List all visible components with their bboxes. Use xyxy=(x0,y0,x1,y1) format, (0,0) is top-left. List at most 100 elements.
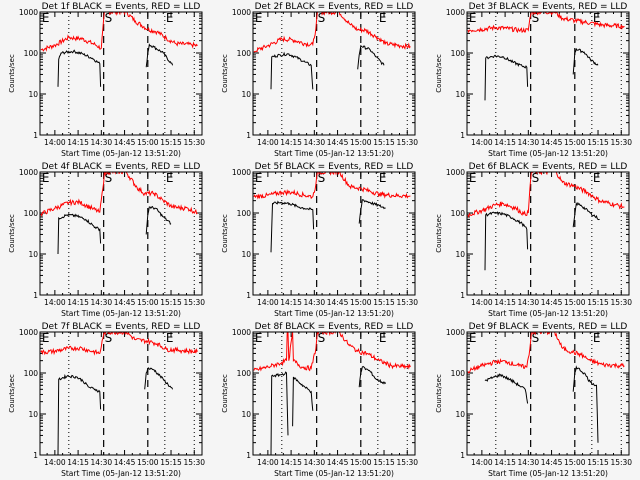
x-axis-label: Start Time (05-Jan-12 13:51:20) xyxy=(488,309,608,318)
x-tick-label: 15:15 xyxy=(160,138,182,147)
annotation-e: E xyxy=(42,171,50,185)
x-tick-label: 14:15 xyxy=(494,458,516,467)
x-tick-label: 15:30 xyxy=(610,298,632,307)
y-tick-label: 100 xyxy=(237,49,252,58)
annotation-e: E xyxy=(593,11,601,25)
series-lld-line xyxy=(253,172,411,200)
y-tick-label: 1 xyxy=(33,291,38,300)
y-tick-label: 1 xyxy=(246,131,251,140)
y-tick-label: 1000 xyxy=(446,8,465,17)
plot-frame xyxy=(39,11,203,136)
y-tick-label: 1 xyxy=(246,291,251,300)
panel-title: Det 2f BLACK = Events, RED = LLD xyxy=(255,2,414,12)
plot-frame xyxy=(466,171,630,296)
annotation-s: S xyxy=(532,11,540,25)
x-tick-label: 14:00 xyxy=(44,458,66,467)
y-tick-label: 10 xyxy=(455,410,465,419)
annotation-e: E xyxy=(593,171,601,185)
x-tick-label: 14:45 xyxy=(114,298,136,307)
panel-title: Det 9f BLACK = Events, RED = LLD xyxy=(469,322,628,332)
annotation-s: S xyxy=(532,331,540,345)
x-tick-label: 14:30 xyxy=(91,138,113,147)
x-tick-label: 15:15 xyxy=(587,138,609,147)
y-tick-label: 1 xyxy=(460,131,465,140)
panel-det-4: Det 4f BLACK = Events, RED = LLD Counts/s… xyxy=(8,162,205,318)
x-tick-label: 15:15 xyxy=(373,298,395,307)
x-tick-label: 14:00 xyxy=(44,298,66,307)
y-tick-label: 100 xyxy=(237,369,252,378)
x-tick-label: 14:15 xyxy=(494,298,516,307)
x-tick-label: 14:15 xyxy=(280,458,302,467)
x-axis-label: Start Time (05-Jan-12 13:51:20) xyxy=(61,309,181,318)
series-events-line xyxy=(484,54,529,101)
panel-title: Det 8f BLACK = Events, RED = LLD xyxy=(255,322,414,332)
annotation-e: E xyxy=(166,331,174,345)
x-tick-label: 14:15 xyxy=(67,138,89,147)
x-tick-label: 14:00 xyxy=(257,458,279,467)
x-tick-label: 14:45 xyxy=(327,298,349,307)
series-events-line xyxy=(572,47,599,75)
y-tick-label: 1000 xyxy=(19,328,38,337)
panel-det-8: Det 8f BLACK = Events, RED = LLD Counts/s… xyxy=(221,322,418,478)
annotation-e: E xyxy=(469,11,477,25)
x-tick-label: 15:00 xyxy=(350,458,372,467)
y-tick-label: 1000 xyxy=(232,8,251,17)
panel-det-6: Det 6f BLACK = Events, RED = LLD Counts/s… xyxy=(435,162,632,318)
annotation-e: E xyxy=(166,11,174,25)
annotation-s: S xyxy=(105,331,113,345)
x-tick-label: 15:15 xyxy=(587,298,609,307)
y-tick-label: 100 xyxy=(451,49,466,58)
y-tick-label: 100 xyxy=(24,369,39,378)
y-axis-label: Counts/sec xyxy=(8,54,16,93)
annotation-e: E xyxy=(593,331,601,345)
x-tick-label: 14:45 xyxy=(327,458,349,467)
x-tick-label: 15:00 xyxy=(564,138,586,147)
y-axis-label: Counts/sec xyxy=(8,374,16,413)
panel-det-9: Det 9f BLACK = Events, RED = LLD Counts/s… xyxy=(435,322,632,478)
panel-det-3: Det 3f BLACK = Events, RED = LLD Counts/s… xyxy=(435,2,632,158)
y-tick-label: 10 xyxy=(241,90,251,99)
x-tick-label: 14:15 xyxy=(67,298,89,307)
series-lld-line xyxy=(253,12,411,53)
x-tick-label: 15:30 xyxy=(183,138,205,147)
y-tick-label: 100 xyxy=(451,369,466,378)
y-tick-label: 1000 xyxy=(446,328,465,337)
x-tick-label: 14:15 xyxy=(280,298,302,307)
series-events-line xyxy=(144,367,174,390)
y-tick-label: 10 xyxy=(28,410,38,419)
x-tick-label: 14:45 xyxy=(541,298,563,307)
x-tick-label: 14:45 xyxy=(114,138,136,147)
series-lld-line xyxy=(467,172,625,219)
x-tick-label: 14:00 xyxy=(471,298,493,307)
y-axis-label: Counts/sec xyxy=(435,214,443,253)
y-tick-label: 1 xyxy=(246,451,251,460)
x-tick-label: 15:00 xyxy=(350,138,372,147)
x-tick-label: 14:30 xyxy=(91,458,113,467)
y-tick-label: 100 xyxy=(237,209,252,218)
annotation-e: E xyxy=(42,11,50,25)
y-tick-label: 10 xyxy=(241,410,251,419)
series-events-line xyxy=(358,365,387,388)
x-tick-label: 15:30 xyxy=(610,458,632,467)
x-tick-label: 14:00 xyxy=(44,138,66,147)
series-lld-line xyxy=(467,332,625,374)
annotation-e: E xyxy=(255,11,263,25)
x-tick-label: 15:15 xyxy=(587,458,609,467)
y-tick-label: 1000 xyxy=(19,8,38,17)
panel-det-7: Det 7f BLACK = Events, RED = LLD Counts/s… xyxy=(8,322,205,478)
annotation-s: S xyxy=(532,171,540,185)
x-axis-label: Start Time (05-Jan-12 13:51:20) xyxy=(274,309,394,318)
x-tick-label: 15:00 xyxy=(137,138,159,147)
series-events-line xyxy=(484,211,529,271)
y-tick-label: 10 xyxy=(241,250,251,259)
series-events-line xyxy=(57,49,102,87)
y-tick-label: 1000 xyxy=(19,168,38,177)
annotation-e: E xyxy=(379,171,387,185)
series-lld-line xyxy=(467,12,625,34)
x-tick-label: 15:30 xyxy=(396,458,418,467)
x-tick-label: 14:00 xyxy=(257,138,279,147)
series-events-line xyxy=(357,44,385,70)
x-tick-label: 15:30 xyxy=(396,298,418,307)
series-lld-line xyxy=(40,332,198,356)
x-tick-label: 14:30 xyxy=(518,138,540,147)
